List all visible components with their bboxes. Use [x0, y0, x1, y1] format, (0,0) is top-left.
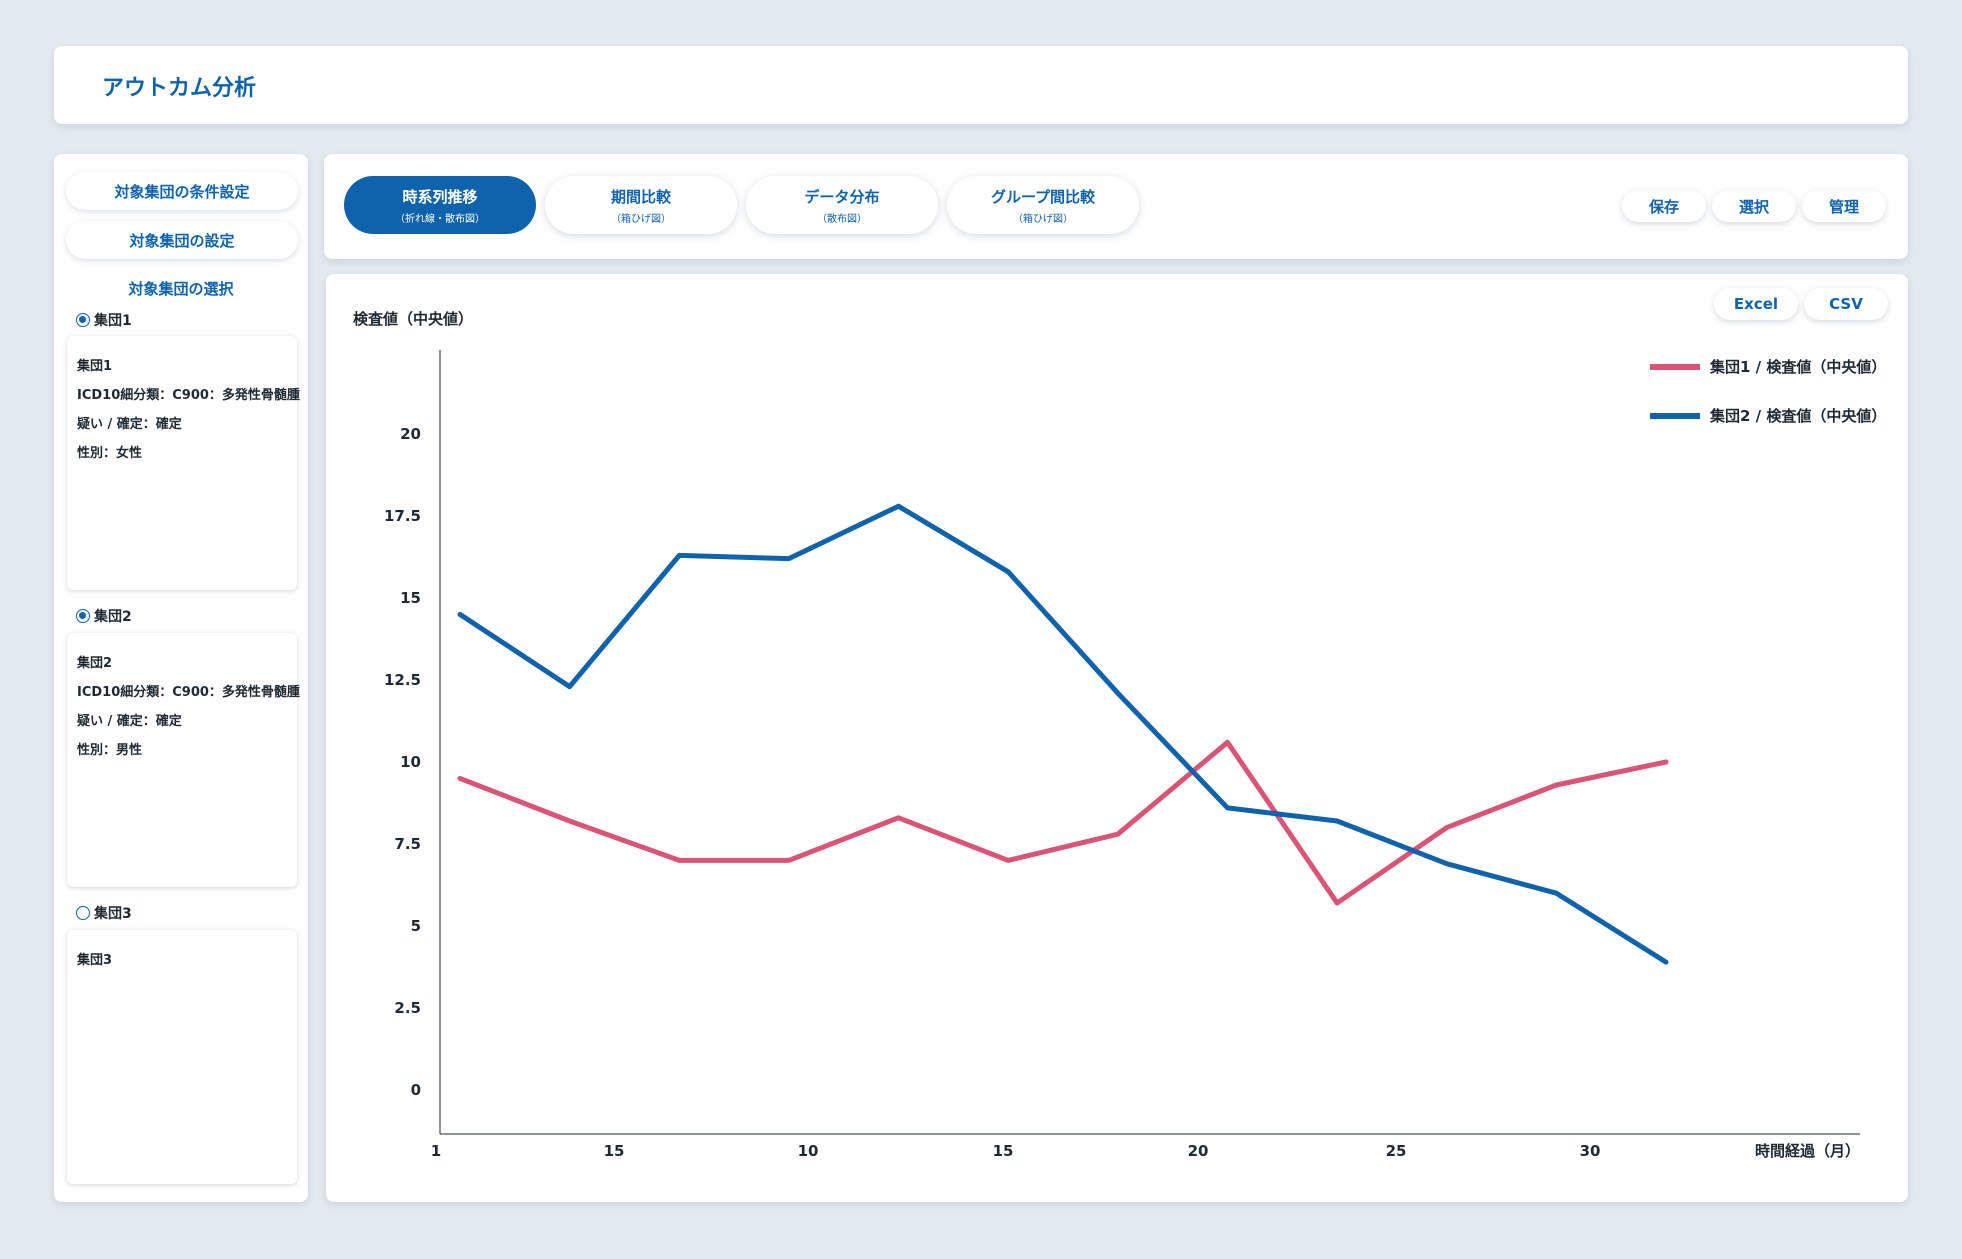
group-selection-heading: 対象集団の選択 [128, 280, 234, 298]
tab-sub-label: （箱ひげ図） [1013, 213, 1073, 225]
csv-export-button[interactable]: CSV [1804, 288, 1888, 320]
y-tick-label: 7.5 [394, 835, 421, 853]
group3-radio[interactable]: 集団3 [76, 903, 132, 923]
legend-label: 集団1 / 検査値（中央値） [1709, 358, 1886, 376]
header-bar: アウトカム分析 [54, 46, 1908, 124]
tab-label: グループ間比較 [990, 187, 1096, 206]
group1-line: ICD10細分類：C900：多発性骨髄腫 [77, 388, 300, 403]
group2-line: 性別：男性 [77, 743, 143, 758]
x-axis-label: 時間経過（月） [1755, 1142, 1860, 1160]
tab-data-distribution[interactable]: データ分布 （散布図） [746, 176, 938, 234]
group3-radio-label: 集団3 [94, 906, 132, 922]
legend-label: 集団2 / 検査値（中央値） [1709, 407, 1886, 425]
condition-setting-button[interactable]: 対象集団の条件設定 [66, 172, 298, 210]
x-tick-label: 30 [1580, 1142, 1601, 1160]
tab-label: 期間比較 [610, 187, 671, 206]
group1-radio-label: 集団1 [94, 313, 132, 329]
select-button[interactable]: 選択 [1712, 190, 1796, 222]
tab-sub-label: （折れ線・散布図） [395, 213, 485, 225]
tab-group-comparison[interactable]: グループ間比較 （箱ひげ図） [947, 176, 1139, 234]
group3-line: 集団3 [77, 953, 113, 968]
x-tick-label: 10 [798, 1142, 819, 1160]
group2-radio-label: 集団2 [94, 609, 132, 625]
y-tick-label: 10 [400, 753, 421, 771]
save-button[interactable]: 保存 [1622, 190, 1706, 222]
y-axis-label: 検査値（中央値） [353, 310, 473, 328]
y-tick-label: 0 [411, 1081, 421, 1099]
group2-line: 集団2 [77, 656, 113, 671]
radio-checked-icon [76, 313, 90, 327]
radio-unchecked-icon [76, 906, 90, 920]
manage-button[interactable]: 管理 [1802, 190, 1886, 222]
y-tick-label: 12.5 [384, 671, 421, 689]
sidebar: 対象集団の条件設定 対象集団の設定 対象集団の選択 集団1 集団1 ICD10細… [54, 154, 308, 1202]
series-line-2 [457, 503, 1669, 965]
radio-checked-icon [76, 609, 90, 623]
group-setting-button[interactable]: 対象集団の設定 [66, 221, 298, 259]
tab-time-series[interactable]: 時系列推移 （折れ線・散布図） [344, 176, 536, 234]
group1-line: 性別：女性 [77, 446, 143, 461]
group3-detail-box: 集団3 [67, 930, 297, 1184]
x-tick-label: 15 [604, 1142, 625, 1160]
page-title: アウトカム分析 [102, 76, 257, 101]
group1-line: 疑い / 確定：確定 [77, 417, 182, 432]
excel-export-button[interactable]: Excel [1714, 288, 1798, 320]
tab-period-comparison[interactable]: 期間比較 （箱ひげ図） [545, 176, 737, 234]
y-tick-label: 20 [400, 425, 421, 443]
x-tick-label: 15 [993, 1142, 1014, 1160]
line-chart: 検査値（中央値） 時間経過（月） 02.557.51012.51517.520 … [353, 310, 1886, 1160]
tab-label: データ分布 [804, 187, 880, 206]
y-tick-label: 2.5 [394, 999, 421, 1017]
group1-radio[interactable]: 集団1 [76, 310, 132, 330]
series-line-1 [457, 739, 1669, 906]
analysis-tabs-bar: 時系列推移 （折れ線・散布図） 期間比較 （箱ひげ図） データ分布 （散布図） … [324, 154, 1908, 259]
group2-detail-box: 集団2 ICD10細分類：C900：多発性骨髄腫 疑い / 確定：確定 性別：男… [67, 633, 300, 887]
group1-detail-box: 集団1 ICD10細分類：C900：多発性骨髄腫 疑い / 確定：確定 性別：女… [67, 336, 300, 590]
x-tick-label: 20 [1188, 1142, 1209, 1160]
group2-radio[interactable]: 集団2 [76, 606, 132, 626]
y-tick-label: 17.5 [384, 507, 421, 525]
y-tick-label: 15 [400, 589, 421, 607]
y-tick-label: 5 [411, 917, 421, 935]
x-tick-label: 25 [1386, 1142, 1407, 1160]
group1-line: 集団1 [77, 359, 113, 374]
group2-line: ICD10細分類：C900：多発性骨髄腫 [77, 685, 300, 700]
x-tick-label: 1 [431, 1142, 441, 1160]
chart-panel: Excel CSV 検査値（中央値） 時間経過（月） 0 2.5 5 7.5 10 12.… [326, 274, 1908, 1202]
tab-sub-label: （箱ひげ図） [611, 213, 671, 225]
group2-line: 疑い / 確定：確定 [77, 714, 182, 729]
tab-sub-label: （散布図） [817, 213, 867, 225]
tab-label: 時系列推移 [402, 187, 478, 206]
